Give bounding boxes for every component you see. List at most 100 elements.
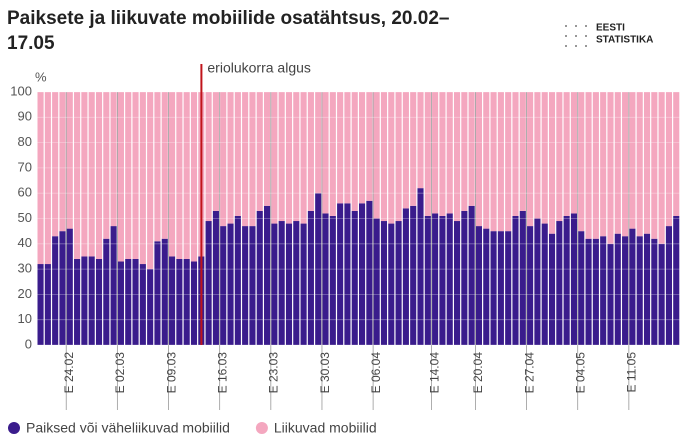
bar-segment bbox=[556, 92, 563, 222]
x-tick-label: E 20.04 bbox=[471, 352, 485, 394]
bar-segment bbox=[81, 256, 88, 345]
bar-segment bbox=[483, 92, 490, 229]
bar-segment bbox=[541, 92, 548, 224]
bar-segment bbox=[570, 92, 578, 214]
legend-label: Paiksed või väheliikuvad mobiilid bbox=[26, 420, 230, 436]
bar-segment bbox=[366, 92, 373, 201]
bar-segment bbox=[117, 92, 124, 262]
bar-segment bbox=[125, 92, 132, 259]
bar-segment bbox=[527, 226, 534, 345]
bar-segment bbox=[74, 92, 81, 259]
bar-segment bbox=[614, 233, 621, 345]
y-tick-label: 100 bbox=[10, 83, 32, 98]
y-tick-label: 50 bbox=[18, 210, 32, 225]
bar-segment bbox=[380, 92, 388, 222]
bar-segment bbox=[110, 226, 117, 345]
bar-segment bbox=[505, 92, 512, 232]
bar-segment bbox=[351, 92, 358, 211]
bar-segment bbox=[220, 92, 227, 227]
bar-segment bbox=[307, 210, 314, 345]
bar-segment bbox=[556, 221, 563, 345]
bar-segment bbox=[132, 258, 139, 345]
bar-segment bbox=[439, 92, 446, 216]
x-tick-label: E 27.04 bbox=[522, 352, 536, 394]
bar-segment bbox=[271, 223, 278, 345]
x-tick-label: E 30.03 bbox=[318, 352, 332, 394]
bar-segment bbox=[643, 233, 651, 345]
bar-segment bbox=[563, 215, 570, 345]
bar-segment bbox=[607, 92, 614, 244]
bar-segment bbox=[570, 213, 578, 345]
bar-segment bbox=[234, 215, 241, 345]
y-tick-label: 20 bbox=[18, 286, 32, 301]
bar-segment bbox=[125, 258, 132, 345]
y-tick-label: 0 bbox=[25, 336, 32, 351]
bar-segment bbox=[380, 221, 388, 345]
bar-segment bbox=[497, 92, 504, 232]
bar-segment bbox=[344, 203, 351, 345]
bar-segment bbox=[622, 92, 629, 237]
y-tick-label: 30 bbox=[18, 261, 32, 276]
bar-segment bbox=[548, 233, 556, 345]
legend-swatch bbox=[8, 422, 20, 434]
y-tick-label: 40 bbox=[18, 235, 32, 250]
bar-segment bbox=[169, 92, 176, 257]
bar-segment bbox=[190, 261, 198, 345]
bar-segment bbox=[548, 92, 556, 234]
bar-segment bbox=[66, 228, 73, 345]
bar-segment bbox=[417, 92, 424, 189]
bar-segment bbox=[307, 92, 314, 211]
bar-segment bbox=[388, 92, 395, 224]
bar-segment bbox=[417, 188, 424, 345]
bar-segment bbox=[585, 92, 592, 239]
bar-segment bbox=[59, 231, 66, 345]
bar-segment bbox=[66, 92, 73, 229]
bar-segment bbox=[366, 200, 373, 345]
bar-segment bbox=[388, 223, 395, 345]
bar-segment bbox=[256, 92, 263, 211]
bar-segment bbox=[242, 226, 249, 345]
x-tick-label: E 09.03 bbox=[164, 352, 178, 394]
bar-segment bbox=[329, 215, 336, 345]
bar-segment bbox=[300, 92, 307, 224]
bar-segment bbox=[74, 258, 81, 345]
bar-segment bbox=[44, 92, 51, 265]
bar-segment bbox=[256, 210, 263, 345]
bar-segment bbox=[337, 92, 344, 204]
bar-segment bbox=[147, 92, 154, 270]
y-tick-label: 80 bbox=[18, 134, 32, 149]
bar-segment bbox=[373, 218, 380, 345]
bar-segment bbox=[373, 92, 380, 219]
bar-segment bbox=[44, 264, 51, 345]
bar-segment bbox=[132, 92, 139, 259]
bar-segment bbox=[402, 92, 409, 209]
bar-segment bbox=[636, 92, 643, 237]
bar-segment bbox=[424, 215, 431, 345]
bar-segment bbox=[322, 92, 329, 214]
legend-swatch bbox=[255, 422, 268, 434]
bar-segment bbox=[446, 92, 453, 214]
bar-segment bbox=[395, 92, 402, 222]
bar-segment bbox=[88, 92, 95, 257]
bar-segment bbox=[665, 226, 672, 345]
bar-segment bbox=[658, 92, 665, 244]
bar-segment bbox=[227, 223, 234, 345]
bar-segment bbox=[497, 231, 504, 345]
bar-segment bbox=[527, 92, 534, 227]
bar-segment bbox=[424, 92, 431, 216]
chart-title: Paiksete ja liikuvate mobiilide osatähts… bbox=[7, 8, 450, 54]
bar-segment bbox=[446, 213, 453, 345]
bar-segment bbox=[242, 92, 249, 227]
bar-segment bbox=[37, 264, 44, 345]
bar-segment bbox=[227, 92, 234, 224]
bar-segment bbox=[563, 92, 570, 216]
bar-segment bbox=[490, 231, 497, 345]
bar-segment bbox=[278, 92, 285, 222]
bar-segment bbox=[139, 92, 146, 265]
bar-segment bbox=[534, 92, 541, 219]
bar-segment bbox=[651, 238, 658, 345]
x-tick-label: E 02.03 bbox=[113, 352, 127, 394]
bar-segment bbox=[402, 208, 409, 345]
bar-segment bbox=[461, 210, 468, 345]
